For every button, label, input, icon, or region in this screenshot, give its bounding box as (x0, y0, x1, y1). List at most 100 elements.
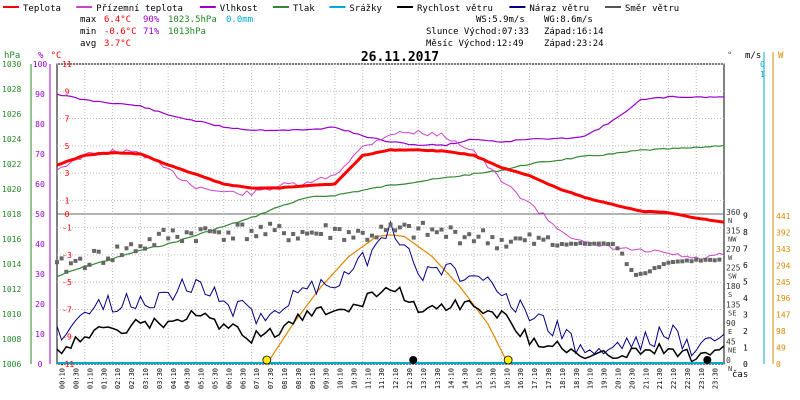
radiation-line (266, 234, 509, 365)
wind-dir-point (138, 244, 143, 249)
info-panel: 26.11.2017 max 6.4°C 90% 1023.5hPa 0.0mm min -… (80, 15, 604, 65)
x-tick-label: 03:30 (156, 368, 164, 389)
moonset-marker (703, 356, 712, 364)
wind-dir-point (180, 239, 185, 243)
pct-tick-label: 80 (35, 120, 45, 129)
pct-axis-title: % (38, 51, 44, 61)
wind-dir-point (462, 235, 467, 240)
wind-dir-point (444, 234, 449, 239)
wind-dir-point (365, 237, 370, 242)
legend-label: Vlhkost (220, 4, 258, 14)
hpa-tick-label: 1010 (2, 310, 21, 319)
w-tick-label: 196 (776, 294, 791, 303)
wind-dir-point (453, 229, 458, 234)
w-tick-label: 49 (776, 344, 786, 353)
wind-dir-point (59, 256, 64, 261)
wind-dir-point (541, 237, 546, 242)
c-tick-label: -5 (62, 278, 72, 287)
ground-temp-line (56, 129, 725, 260)
wind-dir-point (156, 231, 161, 236)
wind-dir-point (282, 231, 286, 236)
wind-dir-point (129, 242, 134, 247)
wind-dir-point (661, 262, 666, 267)
wind-dir-point (675, 259, 680, 264)
wind-dir-point (356, 228, 361, 233)
x-tick-label: 13:10 (420, 368, 428, 389)
x-tick-label: 23:10 (698, 368, 706, 389)
stat-press: 1023.5hPa (168, 15, 217, 25)
c-tick-label: -9 (62, 333, 72, 342)
hpa-tick-label: 1028 (2, 85, 21, 94)
wind-dir-point (550, 242, 555, 247)
ms-tick-label: 7 (743, 245, 748, 254)
wind-dir-point (194, 239, 198, 244)
x-tick-label: 23:30 (712, 368, 720, 389)
chart-title: 26.11.2017 (361, 50, 439, 65)
deg-tick-label: 180 (726, 282, 741, 291)
x-tick-label: 05:30 (211, 368, 219, 389)
wind-dir-point (226, 230, 231, 235)
wind-dir-point (564, 242, 569, 247)
pct-tick-label: 100 (33, 60, 48, 69)
wind-dir-point (411, 235, 416, 240)
ms-tick-label: 4 (743, 294, 748, 303)
wind-dir-point (272, 228, 277, 233)
w-tick-label: 98 (776, 327, 786, 336)
wind-dir-point (92, 248, 97, 253)
wind-dir-point (536, 235, 541, 240)
wind-dir-point (527, 232, 532, 237)
wind-dir-point (161, 227, 166, 232)
pct-tick-label: 40 (35, 240, 45, 249)
x-tick-label: 06:10 (225, 368, 233, 389)
wind-speed-line (56, 285, 725, 363)
ms-tick-label: 1 (743, 344, 748, 353)
w-tick-label: 147 (776, 311, 791, 320)
wind-dir-point (657, 265, 662, 270)
wind-dir-point (425, 232, 430, 237)
wind-dir-point (407, 224, 411, 228)
wind-dir-point (342, 237, 347, 242)
wind-dir-point (254, 234, 259, 239)
x-tick-label: 22:30 (684, 368, 692, 389)
x-tick-label: 18:10 (559, 368, 567, 389)
x-tick-label: 19:30 (601, 368, 609, 389)
ms-top-label: 1 (760, 70, 765, 79)
wind-dir-point (559, 242, 564, 246)
sun-rise: Slunce Východ:07:33 (426, 27, 529, 37)
wind-dir-point (124, 246, 129, 251)
w-tick-label: 294 (776, 261, 791, 270)
pct-tick-label: 0 (38, 360, 43, 369)
wind-dir-point (578, 241, 583, 246)
dir-tick-label: NE (728, 347, 736, 355)
wind-dir-point (712, 258, 717, 263)
ms-tick-label: 5 (743, 278, 748, 287)
ms-tick-label: 0 (743, 360, 748, 369)
wind-dir-point (295, 236, 300, 241)
wind-dir-point (351, 235, 356, 240)
wind-dir-point (397, 225, 402, 230)
x-tick-label: 11:30 (378, 368, 386, 389)
wind-dir-point (448, 225, 453, 230)
dir-tick-label: SW (728, 273, 737, 281)
wind-dir-point (476, 234, 481, 239)
wind-dir-point (573, 241, 578, 246)
wind-dir-point (624, 262, 629, 267)
wind-dir-point (471, 239, 476, 244)
wind-dir-point (328, 235, 333, 240)
wind-dir-point (360, 230, 365, 235)
hpa-tick-label: 1024 (2, 135, 21, 144)
wind-dir-point (277, 224, 282, 229)
moon-rise: Měsíc Východ:12:49 (426, 39, 524, 49)
wind-dir-point (286, 238, 291, 243)
wind-dir-point (513, 236, 518, 241)
wind-dir-point (115, 244, 120, 249)
ms-tick-label: 8 (743, 228, 748, 237)
x-tick-label: 08:30 (295, 368, 303, 389)
wind-dir-point (546, 235, 550, 240)
wind-dir-point (698, 258, 703, 263)
legend-label: Teplota (23, 4, 61, 14)
x-tick-label: 03:10 (142, 368, 150, 389)
stat-hum: 71% (143, 27, 160, 37)
wind-dir-point (235, 222, 240, 227)
